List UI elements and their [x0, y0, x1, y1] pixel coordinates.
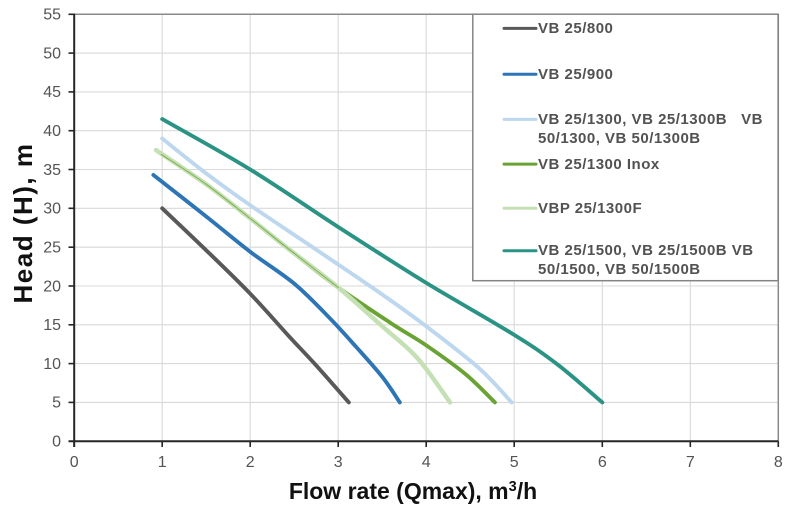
svg-text:Head (H), m: Head (H), m: [8, 143, 38, 304]
svg-text:3: 3: [334, 454, 343, 471]
svg-text:2: 2: [246, 454, 255, 471]
svg-text:45: 45: [43, 84, 61, 101]
svg-text:40: 40: [43, 123, 61, 140]
svg-text:7: 7: [686, 454, 695, 471]
svg-text:0: 0: [70, 454, 79, 471]
svg-text:0: 0: [52, 434, 61, 451]
svg-text:20: 20: [43, 278, 61, 295]
svg-text:4: 4: [422, 454, 431, 471]
svg-text:5: 5: [510, 454, 519, 471]
svg-text:1: 1: [158, 454, 167, 471]
svg-text:5: 5: [52, 395, 61, 412]
svg-text:10: 10: [43, 356, 61, 373]
svg-text:25: 25: [43, 240, 61, 257]
svg-text:15: 15: [43, 317, 61, 334]
svg-text:35: 35: [43, 162, 61, 179]
svg-text:6: 6: [598, 454, 607, 471]
svg-text:8: 8: [774, 454, 783, 471]
svg-text:55: 55: [43, 7, 61, 24]
svg-text:30: 30: [43, 201, 61, 218]
svg-text:50: 50: [43, 45, 61, 62]
svg-text:Flow rate (Qmax), m3/h: Flow rate (Qmax), m3/h: [289, 478, 537, 504]
